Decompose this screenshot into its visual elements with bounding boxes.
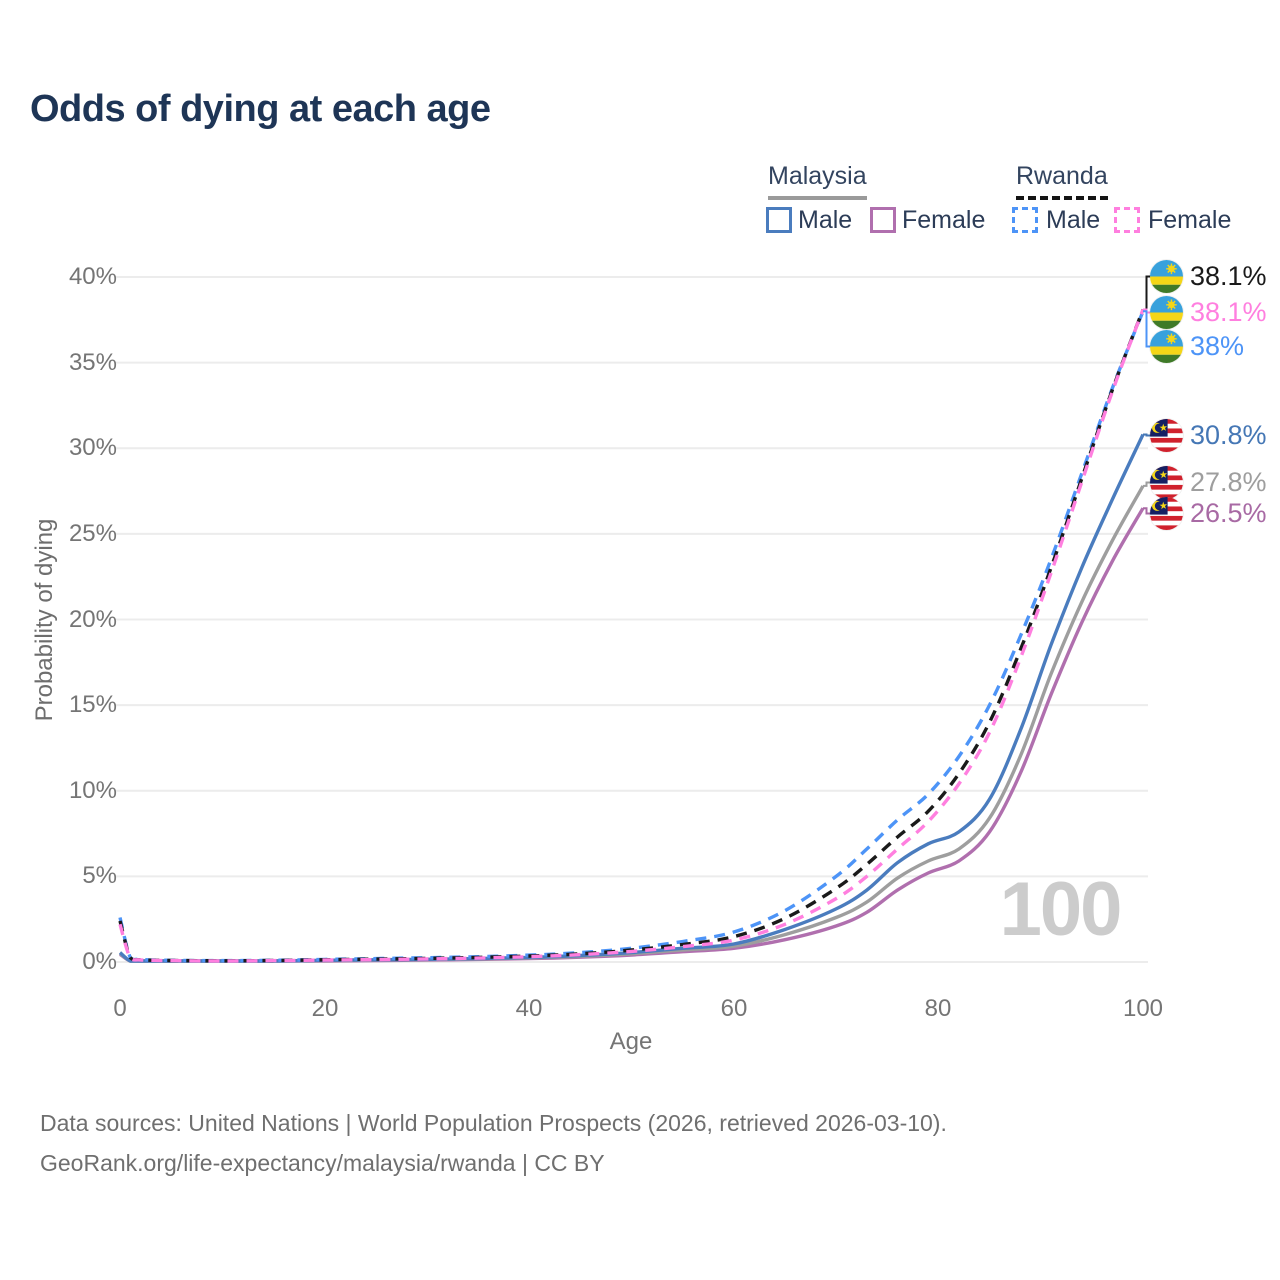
y-tick-15: 15%: [68, 691, 117, 718]
malaysia-flag-icon: [1150, 497, 1183, 530]
legend-swatch-rwanda-male[interactable]: [1012, 207, 1038, 233]
y-tick-40: 40%: [68, 263, 117, 290]
legend-label-rwanda-female[interactable]: Female: [1148, 206, 1232, 234]
y-tick-10: 10%: [68, 777, 117, 804]
attribution-note: GeoRank.org/life-expectancy/malaysia/rwa…: [40, 1150, 605, 1176]
series-line-rwanda: [118, 308, 1145, 963]
y-tick-5: 5%: [82, 862, 117, 889]
end-value: 38.1%: [1190, 261, 1267, 291]
legend-label-malaysia-female[interactable]: Female: [902, 206, 986, 234]
malaysia-flag-icon: [1150, 419, 1183, 452]
end-value: 27.8%: [1190, 467, 1267, 497]
age-counter-watermark: 100: [999, 867, 1123, 952]
series-line-rwanda-male: [118, 310, 1145, 963]
y-tick-20: 20%: [68, 606, 117, 633]
legend-label-malaysia-male[interactable]: Male: [798, 206, 853, 234]
malaysia-flag-icon: [1150, 466, 1183, 499]
rwanda-flag-icon: [1150, 296, 1183, 329]
legend-swatch-rwanda-female[interactable]: [1114, 207, 1140, 233]
legend-swatch-malaysia-male[interactable]: [766, 207, 792, 233]
x-tick-40: 40: [515, 995, 543, 1022]
y-tick-30: 30%: [68, 434, 117, 461]
x-tick-0: 0: [113, 995, 127, 1022]
series-line-rwanda-female: [118, 308, 1145, 963]
end-value: 38%: [1190, 331, 1245, 361]
legend-swatch-malaysia-female[interactable]: [870, 207, 896, 233]
series-line-malaysia: [118, 485, 1145, 963]
x-tick-60: 60: [720, 995, 748, 1022]
end-value: 30.8%: [1190, 420, 1267, 450]
end-value: 38.1%: [1190, 297, 1267, 327]
x-tick-80: 80: [924, 995, 952, 1022]
y-tick-35: 35%: [68, 349, 117, 376]
series-line-malaysia-male: [118, 433, 1145, 963]
data-source-note: Data sources: United Nations | World Pop…: [40, 1110, 947, 1136]
page-title: Odds of dying at each age: [30, 88, 491, 130]
y-tick-25: 25%: [68, 520, 117, 547]
legend-country-malaysia[interactable]: Malaysia: [768, 162, 867, 200]
x-axis-title: Age: [609, 1028, 653, 1055]
legend-country-rwanda[interactable]: Rwanda: [1016, 162, 1108, 200]
end-value: 26.5%: [1190, 498, 1267, 528]
x-tick-20: 20: [311, 995, 339, 1022]
y-tick-0: 0%: [82, 948, 117, 975]
rwanda-flag-icon: [1150, 260, 1183, 293]
x-tick-100: 100: [1122, 995, 1164, 1022]
rwanda-flag-icon: [1150, 330, 1183, 363]
legend-label-rwanda-male[interactable]: Male: [1046, 206, 1101, 234]
